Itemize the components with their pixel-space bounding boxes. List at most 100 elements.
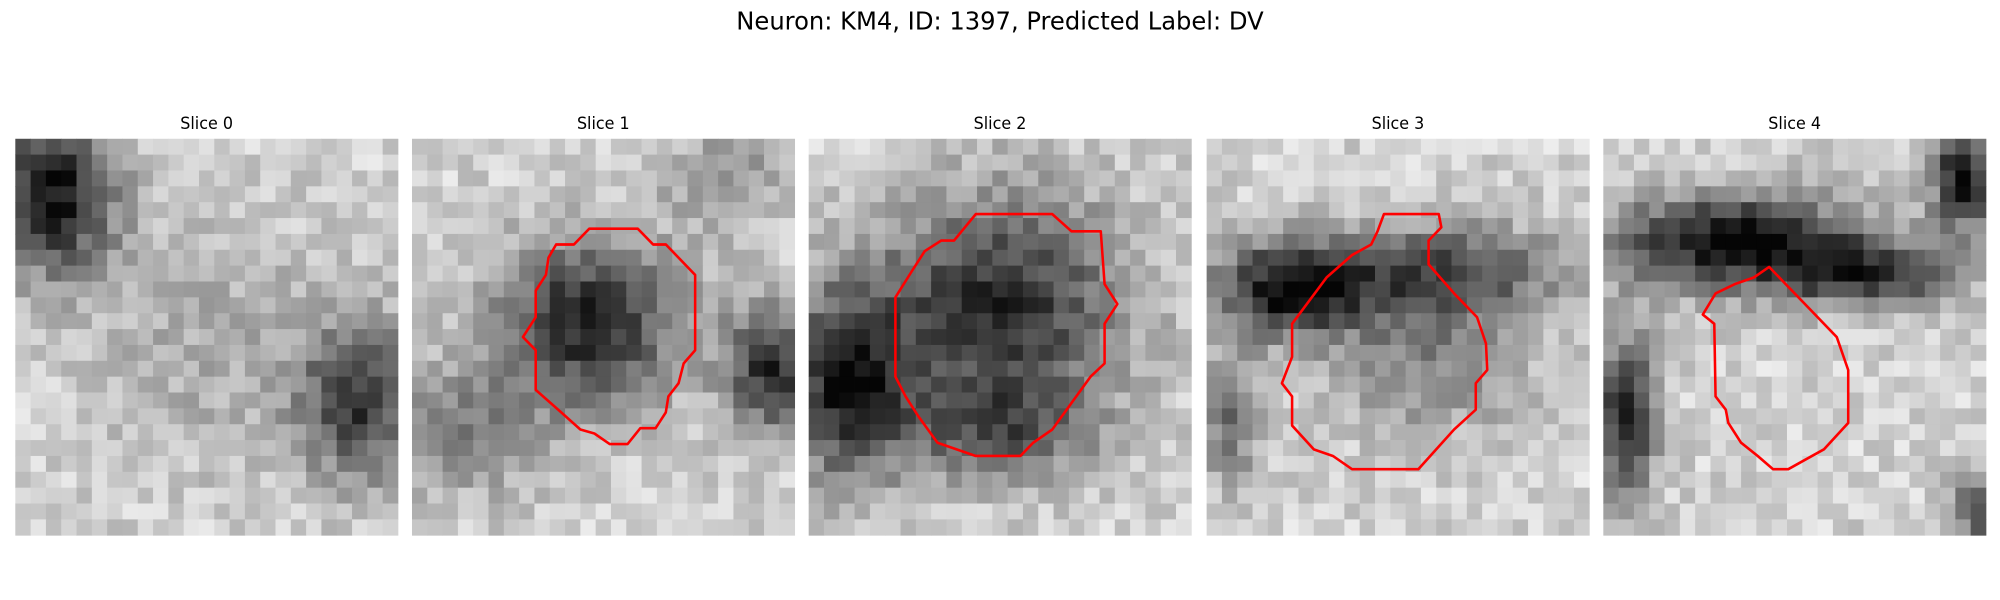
pixel	[779, 218, 796, 235]
pixel	[1053, 218, 1070, 235]
pixel	[1267, 329, 1284, 346]
pixel	[1344, 297, 1361, 314]
pixel	[503, 360, 520, 378]
pixel	[1221, 265, 1238, 282]
pixel	[168, 440, 185, 457]
pixel	[977, 487, 993, 504]
pixel	[1038, 249, 1054, 267]
pixel	[1283, 265, 1299, 282]
pixel	[1603, 519, 1620, 536]
pixel	[1451, 440, 1468, 457]
pixel	[488, 424, 505, 441]
pixel	[107, 408, 123, 425]
pixel	[1022, 265, 1039, 282]
pixel	[1053, 440, 1070, 457]
pixel	[457, 455, 474, 473]
pixel	[45, 376, 62, 393]
pixel	[733, 186, 750, 203]
pixel	[427, 218, 443, 235]
pixel	[992, 186, 1009, 203]
pixel	[869, 503, 886, 520]
pixel	[1130, 281, 1146, 298]
pixel	[931, 313, 947, 330]
pixel	[1725, 392, 1742, 409]
pixel	[1145, 424, 1162, 441]
pixel	[641, 218, 658, 235]
pixel	[1695, 392, 1711, 409]
pixel	[1955, 471, 1972, 489]
pixel	[1436, 408, 1452, 425]
pixel	[1482, 408, 1498, 425]
pixel	[1512, 471, 1529, 489]
pixel	[854, 440, 871, 457]
pixel	[808, 344, 825, 362]
pixel	[1909, 313, 1926, 330]
pixel	[1955, 313, 1972, 330]
pixel	[808, 424, 825, 441]
pixel	[488, 440, 505, 457]
pixel	[1664, 186, 1681, 203]
pixel	[1099, 519, 1116, 536]
pixel	[1558, 471, 1575, 489]
pixel	[61, 170, 77, 187]
pixel	[1695, 424, 1711, 441]
pixel	[992, 281, 1009, 298]
pixel	[411, 408, 428, 425]
pixel	[473, 408, 489, 425]
pixel	[1756, 297, 1773, 314]
pixel	[1007, 218, 1024, 235]
pixel	[900, 202, 917, 219]
pixel	[1267, 138, 1284, 156]
pixel	[1114, 360, 1131, 378]
pixel	[1679, 202, 1696, 219]
pixel	[1710, 519, 1727, 536]
pixel	[1756, 376, 1773, 393]
pixel	[503, 408, 520, 425]
pixel	[382, 487, 399, 504]
pixel	[1237, 265, 1253, 282]
pixel	[153, 170, 169, 187]
pixel	[1909, 154, 1926, 171]
pixel	[1405, 265, 1422, 282]
pixel	[1420, 265, 1437, 282]
pixel	[168, 471, 185, 489]
pixel	[382, 265, 399, 282]
pixel	[1237, 471, 1253, 489]
pixel	[488, 281, 505, 298]
pixel	[1344, 186, 1361, 203]
pixel	[1725, 233, 1742, 251]
pixel	[1436, 392, 1452, 409]
pixel	[823, 281, 840, 298]
pixel	[153, 218, 169, 235]
pixel	[733, 360, 750, 378]
pixel	[992, 392, 1009, 409]
pixel	[1176, 265, 1192, 282]
pixel	[610, 218, 627, 235]
pixel	[1543, 154, 1560, 171]
pixel	[839, 487, 855, 504]
pixel	[290, 455, 307, 473]
pixel	[656, 249, 673, 267]
pixel	[168, 265, 185, 282]
pixel	[1955, 455, 1972, 473]
pixel	[442, 281, 459, 298]
pixel	[764, 344, 780, 362]
pixel	[1130, 503, 1146, 520]
pixel	[1038, 170, 1054, 187]
pixel	[1145, 471, 1162, 489]
pixel	[1267, 440, 1284, 457]
pixel	[946, 233, 963, 251]
pixel	[1664, 344, 1681, 362]
pixel	[1970, 170, 1987, 187]
contours	[521, 212, 1850, 471]
pixel	[168, 329, 185, 346]
pixel	[153, 408, 169, 425]
pixel	[457, 218, 474, 235]
pixel	[1771, 202, 1788, 219]
pixel	[610, 329, 627, 346]
pixel	[1558, 170, 1575, 187]
pixel	[1420, 329, 1437, 346]
pixel	[1771, 519, 1788, 536]
pixel	[488, 233, 505, 251]
pixel	[1405, 154, 1422, 171]
